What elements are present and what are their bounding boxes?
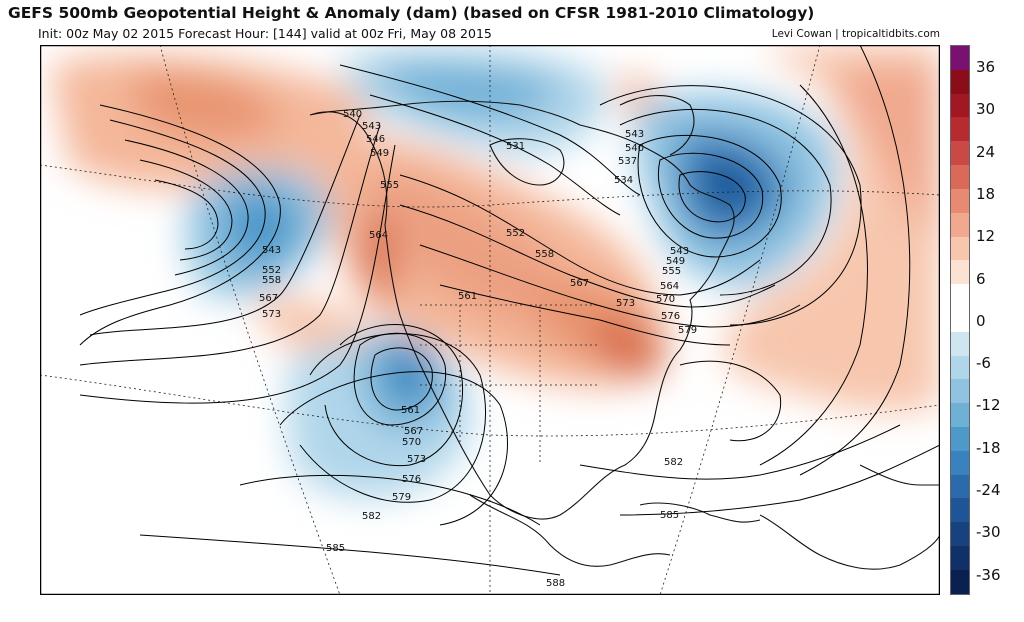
contour-label: 549 bbox=[666, 256, 685, 267]
contour-label: 555 bbox=[662, 266, 681, 277]
contour-label: 561 bbox=[401, 405, 420, 416]
colorbar-tick-label: 12 bbox=[976, 227, 996, 246]
map-panel: 540 543 546 549 555 564 543 552 558 567 … bbox=[40, 45, 940, 595]
colorbar-tick-label: -36 bbox=[976, 565, 1001, 584]
init-forecast-line: Init: 00z May 02 2015 Forecast Hour: [14… bbox=[38, 26, 492, 41]
colorbar-tick-label: -12 bbox=[976, 396, 1001, 415]
colorbar-tick-label: 30 bbox=[976, 100, 996, 119]
colorbar-segment bbox=[951, 69, 969, 94]
contour-label: 582 bbox=[664, 457, 683, 468]
colorbar-segment bbox=[951, 46, 969, 70]
colorbar-segment bbox=[951, 165, 969, 189]
colorbar-segment bbox=[951, 355, 969, 380]
colorbar-segment bbox=[951, 379, 969, 404]
contour-label: 585 bbox=[326, 543, 345, 554]
colorbar-segment bbox=[951, 546, 969, 570]
contour-label: 549 bbox=[370, 148, 389, 159]
contour-label: 555 bbox=[380, 180, 399, 191]
contour-label: 570 bbox=[402, 437, 421, 448]
contour-label: 573 bbox=[262, 309, 281, 320]
contour-label: 585 bbox=[660, 510, 679, 521]
contour-label: 540 bbox=[625, 143, 644, 154]
colorbar-segment bbox=[951, 427, 969, 451]
colorbar-segment bbox=[951, 403, 969, 427]
contour-label: 567 bbox=[404, 426, 423, 437]
contour-label: 564 bbox=[660, 281, 679, 292]
colorbar-segment bbox=[951, 141, 969, 166]
colorbar-tick-label: 6 bbox=[976, 269, 986, 288]
contour-label: 546 bbox=[366, 134, 385, 145]
credit-text: Levi Cowan | tropicaltidbits.com bbox=[771, 28, 940, 40]
contour-label: 579 bbox=[392, 492, 411, 503]
colorbar-segment bbox=[951, 498, 969, 523]
colorbar-segment bbox=[951, 188, 969, 213]
contour-label: 588 bbox=[546, 578, 565, 589]
colorbar-tick-label: -30 bbox=[976, 523, 1001, 542]
contour-label: 567 bbox=[570, 278, 589, 289]
contour-label: 537 bbox=[618, 156, 637, 167]
colorbar-segment bbox=[951, 331, 969, 356]
colorbar-tick-label: 24 bbox=[976, 142, 996, 161]
colorbar-tick-label: -24 bbox=[976, 481, 1001, 499]
colorbar-tick-label: 0 bbox=[976, 311, 986, 330]
contour-label: 582 bbox=[362, 511, 381, 522]
contour-label: 543 bbox=[262, 245, 281, 256]
anomaly-colorbar bbox=[950, 45, 970, 595]
contour-label: 558 bbox=[262, 275, 281, 286]
colorbar-segment bbox=[951, 117, 969, 142]
contour-label: 573 bbox=[616, 298, 635, 309]
map-frame bbox=[40, 45, 940, 595]
contour-label: 552 bbox=[506, 228, 525, 239]
contour-label: 543 bbox=[625, 129, 644, 140]
colorbar-segment bbox=[951, 260, 969, 285]
colorbar-segment bbox=[951, 212, 969, 237]
contour-label: 570 bbox=[656, 294, 675, 305]
contour-label: 558 bbox=[535, 249, 554, 260]
contour-label: 531 bbox=[506, 141, 525, 152]
anomaly-shading-icon bbox=[50, 45, 940, 498]
colorbar-segment bbox=[951, 284, 969, 308]
colorbar-tick-label: 18 bbox=[976, 184, 996, 203]
colorbar-tick-label: -18 bbox=[976, 438, 1001, 457]
borders-dotted-icon bbox=[40, 45, 940, 595]
colorbar-segment bbox=[951, 522, 969, 547]
contour-label: 543 bbox=[670, 246, 689, 257]
colorbar-tick-label: 36 bbox=[976, 58, 996, 76]
colorbar-segment bbox=[951, 307, 969, 332]
contour-label: 567 bbox=[259, 293, 278, 304]
colorbar-segment bbox=[951, 450, 969, 475]
contour-label: 543 bbox=[362, 121, 381, 132]
colorbar-segment bbox=[951, 569, 969, 594]
contour-label: 564 bbox=[369, 230, 388, 241]
map-svg: 540 543 546 549 555 564 543 552 558 567 … bbox=[40, 45, 940, 595]
contour-label: 576 bbox=[661, 311, 680, 322]
contour-label: 540 bbox=[343, 109, 362, 120]
colorbar-segment bbox=[951, 474, 969, 499]
contour-label: 579 bbox=[678, 325, 697, 336]
colorbar-tick-label: -6 bbox=[976, 354, 991, 373]
colorbar-segment bbox=[951, 93, 969, 118]
chart-title: GEFS 500mb Geopotential Height & Anomaly… bbox=[8, 4, 815, 22]
contour-label: 534 bbox=[614, 175, 633, 186]
contour-labels: 540 543 546 549 555 564 543 552 558 567 … bbox=[259, 109, 697, 589]
contour-label: 552 bbox=[262, 265, 281, 276]
contour-label: 573 bbox=[407, 454, 426, 465]
colorbar-segment bbox=[951, 236, 969, 261]
contour-label: 561 bbox=[458, 291, 477, 302]
contour-label: 576 bbox=[402, 474, 421, 485]
height-contour-icon bbox=[79, 45, 940, 576]
